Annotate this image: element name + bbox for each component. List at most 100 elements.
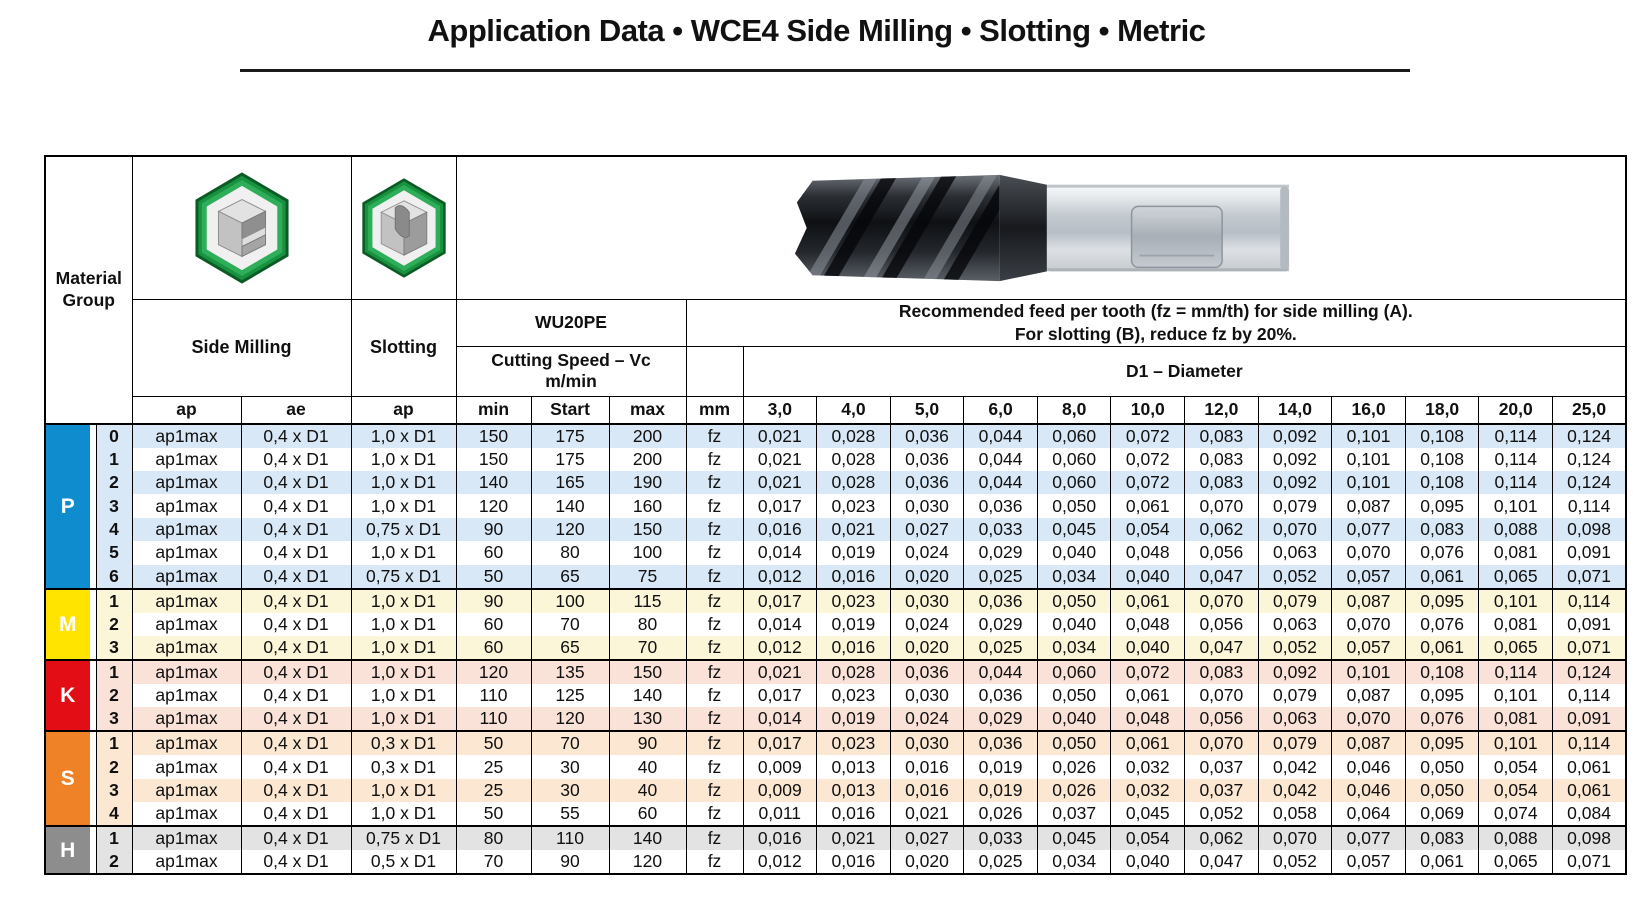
vc-max-value: 140 [608, 684, 687, 708]
fz-value-d3,0: 0,017 [742, 587, 818, 613]
fz-value-d25,0: 0,124 [1552, 447, 1627, 472]
feed-unit-label: fz [685, 755, 744, 779]
slotting-ap-value: 0,75 x D1 [350, 564, 457, 589]
fz-value-d3,0: 0,009 [742, 778, 818, 803]
application-data-table: Material Group [44, 155, 1628, 876]
fz-value-d12,0: 0,037 [1184, 755, 1259, 779]
fz-value-d18,0: 0,095 [1404, 730, 1480, 756]
fz-value-d18,0: 0,061 [1404, 636, 1480, 661]
fz-value-d4,0: 0,019 [816, 707, 891, 732]
side-milling-ae-value: 0,4 x D1 [240, 564, 352, 589]
side-milling-ae-value: 0,4 x D1 [240, 422, 352, 448]
vc-max-value: 40 [608, 778, 687, 803]
fz-value-d3,0: 0,012 [742, 564, 818, 589]
side-milling-ae-value: 0,4 x D1 [240, 802, 352, 827]
fz-value-d8,0: 0,034 [1036, 850, 1112, 875]
fz-value-d10,0: 0,032 [1110, 755, 1186, 779]
fz-value-d10,0: 0,040 [1110, 636, 1186, 661]
slotting-ap-value: 1,0 x D1 [350, 707, 457, 732]
vc-start-value: 70 [530, 612, 610, 637]
row-number: 2 [95, 684, 133, 708]
side-milling-ap-value: ap1max [131, 778, 242, 803]
fz-value-d18,0: 0,061 [1404, 564, 1480, 589]
vc-min-value: 60 [455, 612, 532, 637]
side-milling-ap-value: ap1max [131, 755, 242, 779]
feed-unit-label: fz [685, 659, 744, 685]
fz-value-d14,0: 0,079 [1257, 587, 1333, 613]
fz-value-d8,0: 0,040 [1036, 612, 1112, 637]
row-number: 1 [95, 447, 133, 472]
fz-value-d6,0: 0,036 [963, 684, 1038, 708]
feed-unit-label: fz [685, 825, 744, 851]
fz-value-d5,0: 0,030 [889, 730, 965, 756]
fz-value-d10,0: 0,072 [1110, 422, 1186, 448]
fz-value-d5,0: 0,036 [889, 447, 965, 472]
side-milling-ae-value: 0,4 x D1 [240, 707, 352, 732]
fz-value-d10,0: 0,054 [1110, 517, 1186, 542]
fz-value-d14,0: 0,063 [1257, 541, 1333, 565]
fz-value-d14,0: 0,070 [1257, 825, 1333, 851]
side-milling-ap-value: ap1max [131, 850, 242, 875]
material-group-cell-P: P [44, 422, 97, 589]
fz-value-d18,0: 0,083 [1404, 517, 1480, 542]
fz-value-d18,0: 0,083 [1404, 825, 1480, 851]
vc-max-value: 75 [608, 564, 687, 589]
fz-value-d12,0: 0,047 [1184, 636, 1259, 661]
fz-value-d3,0: 0,012 [742, 850, 818, 875]
fz-value-d14,0: 0,092 [1257, 471, 1333, 495]
side-milling-label: Side Milling [131, 298, 352, 397]
fz-value-d5,0: 0,030 [889, 587, 965, 613]
fz-value-d16,0: 0,077 [1331, 825, 1406, 851]
fz-value-d10,0: 0,054 [1110, 825, 1186, 851]
cutting-speed-header: Cutting Speed – Vc m/min [455, 345, 687, 397]
fz-value-d6,0: 0,036 [963, 730, 1038, 756]
feed-unit-label: fz [685, 636, 744, 661]
side-milling-ae-value: 0,4 x D1 [240, 541, 352, 565]
fz-value-d25,0: 0,071 [1552, 850, 1627, 875]
fz-value-d14,0: 0,052 [1257, 850, 1333, 875]
fz-value-d14,0: 0,092 [1257, 659, 1333, 685]
fz-value-d4,0: 0,028 [816, 422, 891, 448]
vc-min-value: 50 [455, 564, 532, 589]
fz-value-d12,0: 0,056 [1184, 707, 1259, 732]
side-milling-ae-value: 0,4 x D1 [240, 494, 352, 518]
table-row-P2: 2 ap1max 0,4 x D1 1,0 x D1 140 165 190 fz 0,021 0… [45, 471, 1627, 495]
fz-value-d8,0: 0,040 [1036, 541, 1112, 565]
feed-unit-label: fz [685, 447, 744, 472]
table-row-K3: 3 ap1max 0,4 x D1 1,0 x D1 110 120 130 fz 0,014 0… [45, 707, 1627, 732]
fz-value-d25,0: 0,098 [1552, 825, 1627, 851]
feed-unit-label: fz [685, 684, 744, 708]
cutting-speed-unit: m/min [545, 371, 597, 392]
table-row-K1: K 1 ap1max 0,4 x D1 1,0 x D1 120 135 150 fz 0,021… [44, 659, 1627, 732]
fz-value-d3,0: 0,017 [742, 684, 818, 708]
col-header-diameter: 12,0 [1184, 395, 1259, 425]
feed-unit-label: fz [685, 730, 744, 756]
fz-value-d3,0: 0,021 [742, 422, 818, 448]
slotting-ap-value: 1,0 x D1 [350, 471, 457, 495]
slotting-ap-value: 1,0 x D1 [350, 541, 457, 565]
fz-value-d4,0: 0,016 [816, 564, 891, 589]
fz-value-d4,0: 0,016 [816, 850, 891, 875]
fz-value-d6,0: 0,036 [963, 494, 1038, 518]
slotting-ap-value: 0,3 x D1 [350, 730, 457, 756]
fz-value-d25,0: 0,061 [1552, 778, 1627, 803]
slotting-ap-value: 1,0 x D1 [350, 612, 457, 637]
row-number: 3 [95, 636, 133, 661]
fz-value-d4,0: 0,021 [816, 825, 891, 851]
fz-value-d25,0: 0,098 [1552, 517, 1627, 542]
fz-value-d4,0: 0,016 [816, 802, 891, 827]
fz-value-d25,0: 0,091 [1552, 707, 1627, 732]
fz-value-d6,0: 0,029 [963, 707, 1038, 732]
vc-min-value: 90 [455, 587, 532, 613]
vc-min-value: 110 [455, 684, 532, 708]
fz-value-d16,0: 0,064 [1331, 802, 1406, 827]
fz-value-d8,0: 0,050 [1036, 587, 1112, 613]
fz-value-d3,0: 0,014 [742, 541, 818, 565]
col-header-ap: ap [131, 395, 242, 425]
vc-max-value: 150 [608, 659, 687, 685]
row-number: 2 [95, 850, 133, 875]
fz-value-d10,0: 0,032 [1110, 778, 1186, 803]
fz-value-d20,0: 0,088 [1478, 825, 1554, 851]
fz-value-d3,0: 0,014 [742, 612, 818, 637]
fz-value-d14,0: 0,063 [1257, 612, 1333, 637]
